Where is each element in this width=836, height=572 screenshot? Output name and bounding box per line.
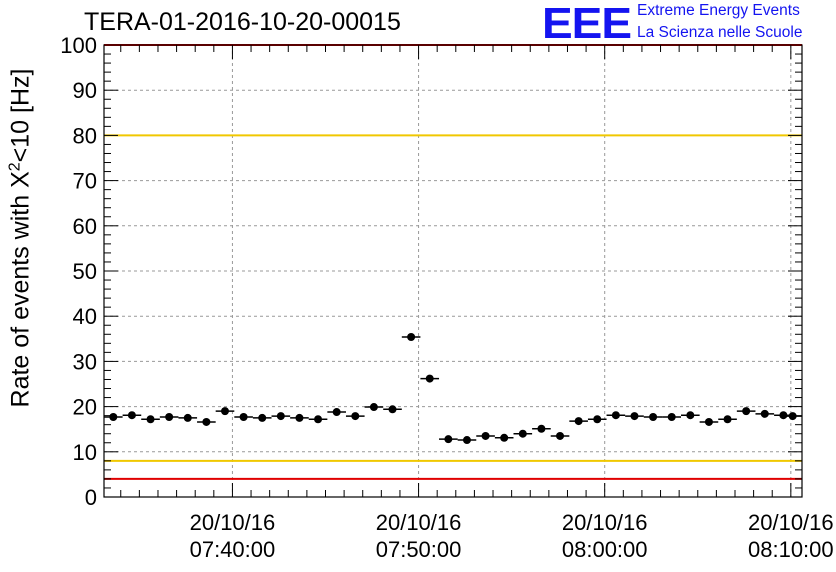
data-point [574, 417, 583, 426]
data-point [351, 412, 360, 421]
data-point [183, 413, 192, 422]
y-tick-label: 60 [73, 214, 97, 239]
data-point [425, 374, 434, 383]
x-tick-label-time: 08:10:00 [748, 537, 834, 562]
x-tick-label-time: 07:40:00 [190, 537, 276, 562]
data-point [109, 412, 118, 421]
x-tick-label-time: 07:50:00 [376, 537, 462, 562]
data-point [314, 415, 323, 424]
y-tick-label: 30 [73, 349, 97, 374]
data-point [146, 415, 155, 424]
data-point [667, 412, 676, 421]
data-point [276, 412, 285, 421]
y-tick-label: 90 [73, 78, 97, 103]
data-point [258, 413, 267, 422]
data-point [220, 407, 229, 416]
eee-logo: EEE [542, 0, 632, 48]
data-point [556, 431, 565, 440]
y-tick-label: 70 [73, 169, 97, 194]
y-tick-label: 100 [60, 33, 97, 58]
x-tick-label-date: 20/10/16 [376, 510, 462, 535]
data-point [295, 413, 304, 422]
y-tick-label: 10 [73, 440, 97, 465]
data-point [723, 415, 732, 424]
data-point [388, 405, 397, 414]
data-point [742, 407, 751, 416]
logo-line-1: Extreme Energy Events [637, 2, 800, 19]
x-tick-label-time: 08:00:00 [562, 537, 648, 562]
data-point [760, 409, 769, 418]
data-point [369, 403, 378, 412]
x-tick-label-date: 20/10/16 [562, 510, 648, 535]
data-point [481, 431, 490, 440]
data-point [127, 411, 136, 420]
logo-line-2: La Scienza nelle Scuole [637, 24, 803, 41]
data-point [462, 436, 471, 445]
data-point [165, 412, 174, 421]
y-tick-label: 80 [73, 123, 97, 148]
data-point [518, 429, 527, 438]
y-tick-label: 0 [85, 485, 97, 510]
data-point [332, 408, 341, 417]
data-point [779, 411, 788, 420]
data-point [704, 417, 713, 426]
data-point [407, 332, 416, 341]
x-tick-label-date: 20/10/16 [190, 510, 276, 535]
data-point [239, 412, 248, 421]
data-point [537, 424, 546, 433]
data-point [630, 412, 639, 421]
chart-title: TERA-01-2016-10-20-00015 [84, 8, 401, 36]
y-tick-label: 40 [73, 304, 97, 329]
data-point [649, 412, 658, 421]
data-point [788, 412, 797, 421]
data-point [686, 411, 695, 420]
data-point [444, 435, 453, 444]
data-point [500, 433, 509, 442]
data-point [593, 415, 602, 424]
data-point [611, 411, 620, 420]
y-tick-label: 20 [73, 395, 97, 420]
y-tick-label: 50 [73, 259, 97, 284]
x-tick-label-date: 20/10/16 [748, 510, 834, 535]
data-point [202, 417, 211, 426]
